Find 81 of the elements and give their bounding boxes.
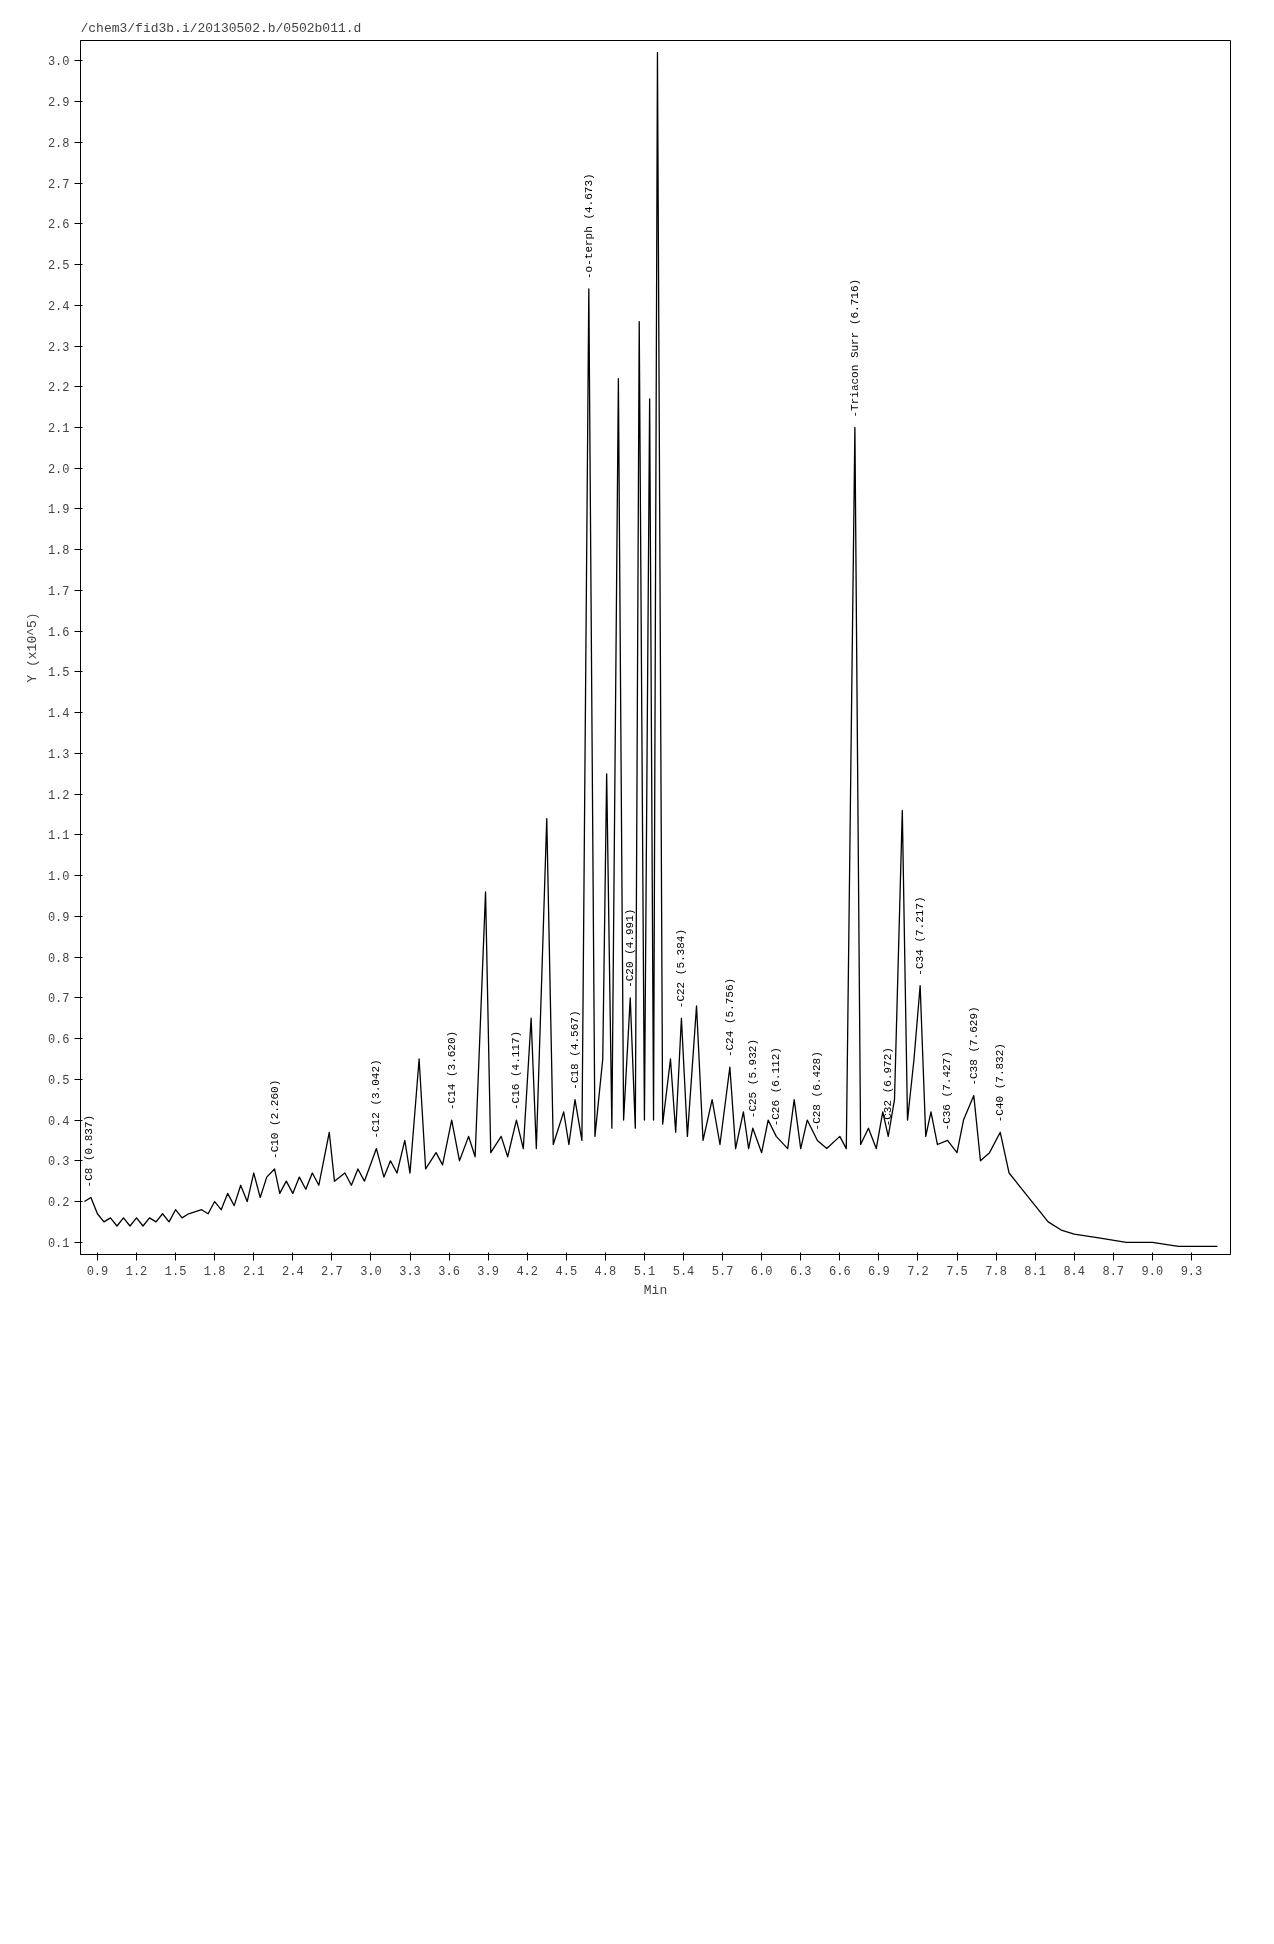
x-tick-label: 1.8: [203, 1264, 226, 1279]
y-tick-label: 3.0: [47, 55, 70, 70]
x-tick-label: 2.1: [242, 1264, 265, 1279]
y-tick-label: 2.0: [47, 462, 70, 477]
x-tick-label: 8.1: [1024, 1264, 1046, 1279]
y-tick-label: 1.9: [47, 503, 70, 518]
x-tick-label: 1.5: [164, 1264, 187, 1279]
annotation: -C36 (7.427): [941, 1051, 954, 1131]
y-tick-label: 1.0: [47, 870, 70, 885]
annotation: -o-terph (4.673): [582, 173, 595, 279]
annotation: -C12 (3.042): [370, 1059, 383, 1139]
x-tick-label: 8.4: [1063, 1264, 1086, 1279]
y-tick-label: 2.1: [47, 422, 70, 437]
y-tick-label: 1.5: [47, 666, 70, 681]
annotation: -C26 (6.112): [770, 1047, 783, 1127]
annotation: -C20 (4.991): [624, 908, 637, 988]
y-tick-label: 2.5: [47, 259, 70, 274]
x-tick-label: 7.5: [946, 1264, 968, 1279]
chart-title: /chem3/fid3b.i/20130502.b/0502b011.d: [80, 20, 362, 36]
x-tick-label: 1.2: [125, 1264, 148, 1279]
y-tick-label: 0.8: [47, 951, 70, 966]
x-tick-label: 6.6: [828, 1264, 851, 1279]
y-tick-label: 0.6: [47, 1033, 70, 1048]
y-tick-label: 0.2: [47, 1196, 70, 1211]
annotation: -Triacon Surr (6.716): [848, 278, 861, 418]
y-tick-label: 2.9: [47, 96, 70, 111]
annotation: -C34 (7.217): [914, 896, 927, 976]
y-axis-title: Y (x10^5): [24, 612, 40, 683]
y-tick-label: 1.3: [47, 747, 70, 762]
x-tick-label: 2.7: [321, 1264, 343, 1279]
x-tick-label: 7.8: [985, 1264, 1007, 1279]
x-tick-label: 3.9: [477, 1264, 499, 1279]
x-tick-label: 9.0: [1141, 1264, 1164, 1279]
y-tick-label: 0.1: [47, 1236, 70, 1251]
y-tick-label: 2.4: [47, 299, 70, 314]
x-tick-label: 6.9: [868, 1264, 890, 1279]
x-tick-label: 4.2: [516, 1264, 539, 1279]
x-tick-label: 5.7: [711, 1264, 734, 1279]
y-tick-label: 1.6: [47, 625, 70, 640]
x-tick-label: 5.4: [672, 1264, 695, 1279]
annotation: -C24 (5.756): [723, 977, 736, 1058]
x-tick-label: 4.8: [594, 1264, 617, 1279]
y-tick-label: 0.3: [47, 1155, 70, 1170]
y-tick-label: 0.7: [47, 992, 70, 1007]
y-tick-label: 2.6: [47, 218, 70, 233]
x-tick-label: 2.4: [281, 1264, 304, 1279]
x-tick-label: 5.1: [633, 1264, 656, 1279]
annotation: -C40 (7.832): [994, 1043, 1007, 1123]
x-tick-label: 9.3: [1180, 1264, 1203, 1279]
y-tick-label: 2.3: [47, 340, 70, 355]
x-tick-label: 4.5: [555, 1264, 578, 1279]
y-tick-label: 1.4: [47, 707, 70, 722]
annotation: -C22 (5.384): [675, 929, 688, 1009]
x-tick-label: 3.6: [438, 1264, 460, 1279]
y-tick-label: 2.7: [47, 177, 70, 192]
y-tick-label: 1.2: [47, 788, 70, 803]
x-tick-label: 7.2: [907, 1264, 929, 1279]
x-tick-label: 6.0: [750, 1264, 773, 1279]
x-tick-label: 3.0: [360, 1264, 382, 1279]
annotation: -C16 (4.117): [510, 1030, 523, 1111]
annotation: -C18 (4.567): [569, 1010, 582, 1090]
annotation: -C8 (0.837): [83, 1114, 96, 1188]
y-tick-label: 1.7: [47, 584, 70, 599]
y-tick-label: 1.8: [47, 544, 70, 559]
annotation: -C32 (6.972): [882, 1047, 895, 1127]
x-tick-label: 8.7: [1102, 1264, 1125, 1279]
x-axis-title: Min: [643, 1282, 668, 1298]
y-tick-label: 2.8: [47, 136, 70, 151]
y-tick-label: 0.5: [47, 1073, 70, 1088]
annotation: -C14 (3.620): [445, 1030, 458, 1111]
y-tick-label: 0.4: [47, 1114, 70, 1129]
annotation: -C10 (2.260): [268, 1079, 281, 1159]
y-tick-label: 0.9: [47, 910, 70, 925]
x-tick-label: 6.3: [789, 1264, 812, 1279]
annotation: -C25 (5.932): [746, 1038, 759, 1119]
annotation: -C28 (6.428): [811, 1051, 824, 1131]
x-tick-label: 0.9: [86, 1264, 109, 1279]
annotation: -C38 (7.629): [967, 1006, 980, 1086]
x-tick-label: 3.3: [399, 1264, 421, 1279]
y-tick-label: 2.2: [47, 381, 70, 396]
y-tick-label: 1.1: [47, 829, 70, 844]
